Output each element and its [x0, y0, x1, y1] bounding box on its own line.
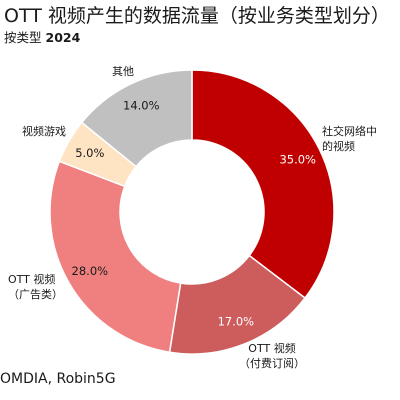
- slice-value-label-3: 5.0%: [75, 146, 104, 160]
- donut-slices: [49, 69, 335, 355]
- donut-value-labels: 35.0% 17.0% 28.0% 5.0% 14.0%: [72, 98, 317, 328]
- slice-category-label-4: 其他: [112, 65, 134, 78]
- slice-category-label-3: 视频游戏: [22, 124, 66, 138]
- donut-slice-2: [49, 160, 182, 354]
- chart-title: OTT 视频产生的数据流量（按业务类型划分）: [4, 5, 390, 27]
- slice-value-label-4: 14.0%: [123, 98, 160, 112]
- slice-value-label-0: 35.0%: [279, 153, 316, 167]
- chart-subtitle: 按类型 2024: [4, 30, 80, 46]
- slice-category-label-2: OTT 视频（广告类）: [8, 272, 63, 301]
- chart-source: OMDIA, Robin5G: [0, 371, 116, 387]
- slice-category-label-0: 社交网络中的视频: [322, 124, 377, 153]
- subtitle-year: 2024: [45, 30, 81, 45]
- slice-value-label-2: 28.0%: [72, 264, 109, 278]
- subtitle-type: 按类型: [4, 30, 42, 45]
- donut-slice-0: [191, 69, 335, 300]
- donut-slice-1: [168, 254, 307, 355]
- slice-category-label-1: OTT 视频（付费订阅）: [239, 341, 305, 370]
- donut-category-labels: 社交网络中的视频 OTT 视频（付费订阅） OTT 视频（广告类） 视频游戏 其他: [8, 65, 377, 370]
- donut-slice-4: [80, 69, 193, 168]
- slice-value-label-1: 17.0%: [218, 315, 255, 329]
